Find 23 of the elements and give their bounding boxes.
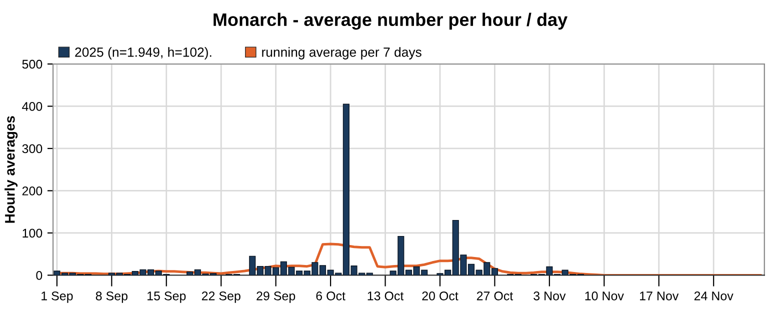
x-tick-label: 24 Nov [694,292,734,300]
legend-label: 2025 (n=1.949, h=102). [75,47,212,60]
y-tick-label: 500 [22,60,42,69]
x-tick-label: 20 Oct [422,292,458,300]
x-tick-label: 8 Sep [96,292,128,303]
y-tick-label: 300 [22,144,42,154]
x-tick-label: 15 Sep [148,292,186,303]
x-tick-label: 17 Nov [640,292,679,300]
x-tick-label: 13 Oct [368,292,404,300]
y-tick-label: 400 [22,102,42,111]
chart-title: Monarch - average number per hour / day [214,12,568,30]
y-tick-label: 200 [22,186,42,196]
y-tick-label: 0 [36,271,42,280]
x-tick-label: 27 Oct [476,292,514,300]
x-tick-label: 29 Sep [256,292,296,303]
y-tick-label: 100 [22,228,42,238]
x-tick-label: 3 Nov [534,292,566,300]
x-tick-label: 10 Nov [585,292,624,300]
x-tick-label: 22 Sep [202,292,240,303]
y-axis-title: Hourly averages [4,116,18,223]
x-tick-label: 6 Oct [316,292,346,300]
legend-label: running average per 7 days [262,47,422,60]
x-tick-label: 1 Sep [42,292,73,303]
